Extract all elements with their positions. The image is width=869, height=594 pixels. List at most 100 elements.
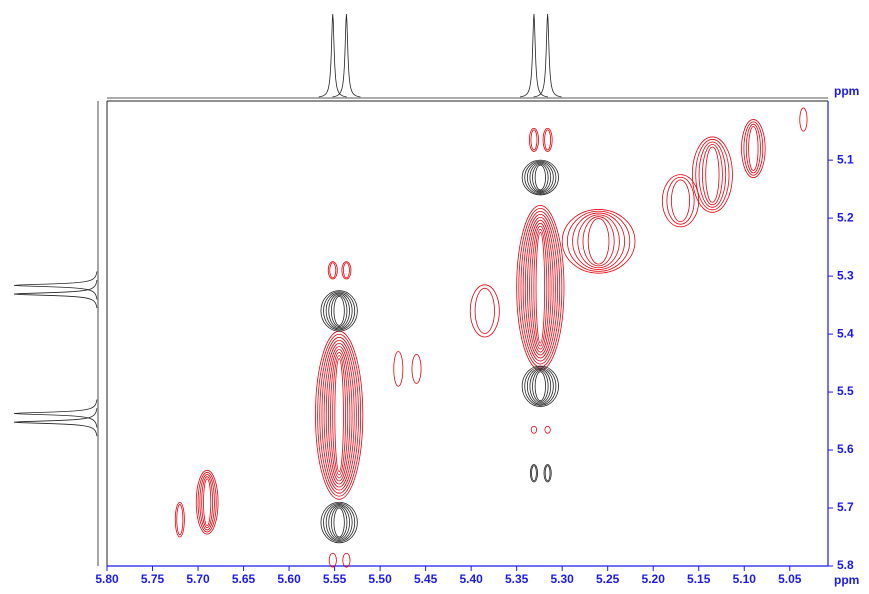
cross-peak bbox=[320, 290, 358, 332]
contour-level bbox=[524, 216, 556, 359]
cross-peak bbox=[469, 284, 500, 338]
contour-level bbox=[321, 339, 357, 491]
x-tick-label: 5.30 bbox=[550, 572, 574, 586]
x-tick-label: 5.60 bbox=[277, 572, 301, 586]
contour-level bbox=[701, 144, 723, 206]
contour-level bbox=[666, 176, 695, 225]
contour-level bbox=[315, 330, 364, 500]
y-tick-label: 5.7 bbox=[837, 500, 854, 514]
cross-peak bbox=[530, 425, 538, 434]
contour-level bbox=[323, 343, 355, 488]
contour-level bbox=[327, 349, 351, 482]
contour-level bbox=[329, 262, 337, 279]
left-projection-peak bbox=[13, 408, 98, 437]
contour-level bbox=[799, 107, 808, 132]
contour-level bbox=[323, 502, 356, 543]
contour-level bbox=[695, 139, 730, 211]
contour-level bbox=[532, 370, 549, 403]
left-projection-peak bbox=[13, 271, 98, 300]
contour-level bbox=[535, 231, 546, 344]
contour-level bbox=[532, 163, 549, 192]
contour-level bbox=[341, 261, 352, 280]
contour-level bbox=[319, 336, 359, 494]
contour-level bbox=[544, 425, 551, 434]
y-tick-label: 5.6 bbox=[837, 442, 854, 456]
x-tick-label: 5.10 bbox=[733, 572, 757, 586]
contour-level bbox=[587, 218, 610, 265]
contour-level bbox=[529, 222, 552, 353]
x-tick-label: 5.55 bbox=[323, 572, 347, 586]
contour-level bbox=[748, 126, 759, 171]
cross-peak bbox=[542, 127, 553, 152]
x-tick-label: 5.25 bbox=[596, 572, 620, 586]
contour-level bbox=[544, 465, 551, 482]
contour-level bbox=[531, 225, 550, 350]
y-tick-label: 5.3 bbox=[837, 268, 854, 282]
cross-peak bbox=[516, 204, 565, 371]
contour-level bbox=[328, 505, 350, 540]
x-tick-label: 5.20 bbox=[642, 572, 666, 586]
x-tick-label: 5.40 bbox=[459, 572, 483, 586]
contour-level bbox=[195, 469, 219, 535]
contour-level bbox=[317, 333, 362, 497]
contour-level bbox=[671, 179, 691, 222]
contour-level bbox=[325, 292, 353, 330]
y-tick-label: 5.5 bbox=[837, 384, 854, 398]
contour-level bbox=[201, 476, 214, 529]
contour-level bbox=[199, 474, 215, 531]
y-tick-label: 5.4 bbox=[837, 326, 854, 340]
contour-level bbox=[411, 353, 422, 384]
contour-level bbox=[582, 216, 615, 267]
contour-level bbox=[328, 552, 337, 568]
contour-level bbox=[333, 295, 345, 326]
top-projection-peak bbox=[318, 13, 347, 98]
contour-level bbox=[524, 160, 557, 195]
cross-peak bbox=[341, 261, 352, 280]
cross-peak bbox=[411, 353, 422, 384]
cross-peak bbox=[543, 464, 552, 483]
contour-level bbox=[330, 294, 348, 327]
contour-level bbox=[698, 141, 727, 208]
contour-level bbox=[527, 219, 554, 356]
y-tick-label: 5.1 bbox=[837, 152, 854, 166]
contour-level bbox=[197, 472, 217, 533]
contour-level bbox=[524, 366, 557, 406]
contour-level bbox=[520, 210, 561, 365]
contour-level bbox=[661, 174, 700, 228]
contour-level bbox=[534, 164, 546, 191]
cross-peak bbox=[327, 261, 338, 280]
cross-peak bbox=[561, 209, 636, 274]
contour-level bbox=[544, 129, 552, 151]
cross-peak bbox=[328, 552, 337, 568]
contour-level bbox=[530, 425, 538, 434]
contour-level bbox=[529, 162, 552, 193]
contour-level bbox=[393, 351, 404, 387]
cross-peak bbox=[393, 351, 404, 387]
x-tick-label: 5.50 bbox=[368, 572, 392, 586]
cross-peak bbox=[691, 136, 733, 213]
x-tick-label: 5.80 bbox=[95, 572, 119, 586]
contour-level bbox=[330, 352, 349, 479]
cross-peak bbox=[529, 464, 538, 483]
contour-level bbox=[521, 159, 559, 196]
x-tick-label: 5.35 bbox=[505, 572, 529, 586]
contour-level bbox=[320, 501, 358, 544]
contour-level bbox=[577, 214, 620, 269]
contour-level bbox=[705, 146, 720, 203]
contour-level bbox=[743, 121, 764, 176]
contour-level bbox=[533, 228, 548, 347]
contour-level bbox=[529, 369, 552, 404]
x-tick-label: 5.75 bbox=[141, 572, 165, 586]
top-projection-peak bbox=[533, 13, 562, 98]
cross-peak bbox=[521, 159, 559, 196]
contour-level bbox=[526, 161, 554, 194]
contour-level bbox=[325, 504, 353, 541]
cross-peak bbox=[320, 501, 358, 544]
cross-peak bbox=[741, 119, 766, 178]
cross-peak bbox=[661, 174, 700, 228]
contour-level bbox=[543, 464, 552, 483]
contour-level bbox=[174, 501, 185, 538]
contour-level bbox=[516, 204, 565, 371]
contour-level bbox=[741, 119, 766, 178]
